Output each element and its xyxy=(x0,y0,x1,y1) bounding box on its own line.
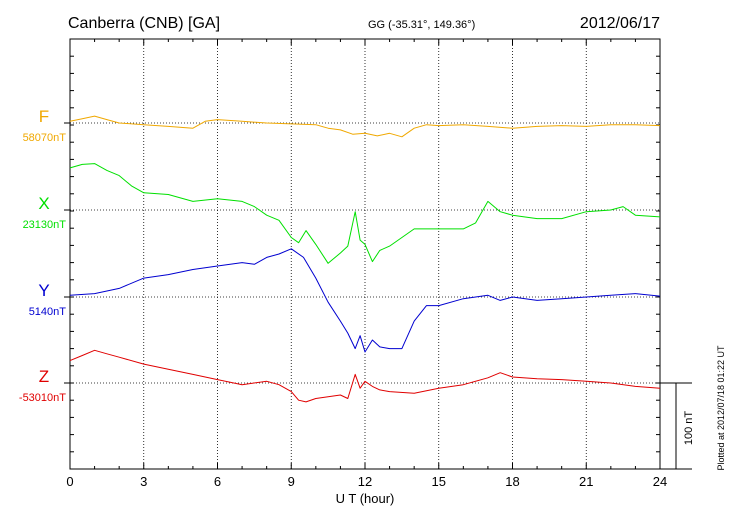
x-tick-label: 15 xyxy=(432,474,446,489)
x-tick-label: 6 xyxy=(214,474,221,489)
series-line-y xyxy=(69,248,661,353)
series-baseline-y: 5140nT xyxy=(29,306,67,318)
series-name-y: Y xyxy=(38,281,49,300)
x-axis-label: U T (hour) xyxy=(336,491,395,506)
frame-ticks xyxy=(64,39,661,469)
coords-label: GG (-35.31°, 149.36°) xyxy=(368,19,475,31)
series-labels: F 58070nT X 23130nT Y 5140nT Z -53010nT xyxy=(19,107,66,404)
x-tick-label: 18 xyxy=(505,474,519,489)
series-name-z: Z xyxy=(39,367,49,386)
series-baseline-x: 23130nT xyxy=(23,219,67,231)
grid-layer xyxy=(70,39,660,469)
x-tick-label: 3 xyxy=(140,474,147,489)
series-name-f: F xyxy=(39,107,49,126)
station-title: Canberra (CNB) [GA] xyxy=(68,15,220,32)
series-baseline-z: -53010nT xyxy=(19,392,66,404)
x-tick-label: 0 xyxy=(66,474,73,489)
x-tick-label: 12 xyxy=(358,474,372,489)
date-label: 2012/06/17 xyxy=(580,15,660,32)
series-line-x xyxy=(69,163,661,264)
x-tick-label: 9 xyxy=(288,474,295,489)
series-baseline-f: 58070nT xyxy=(23,132,67,144)
scale-bar: 100 nT xyxy=(660,382,695,470)
series-line-f xyxy=(69,115,661,138)
series-name-x: X xyxy=(38,194,49,213)
x-tick-label: 21 xyxy=(579,474,593,489)
x-tick-labels: 0 3 6 9 12 15 18 21 24 xyxy=(66,474,667,489)
plotted-note: Plotted at 2012/07/18 01:22 UT xyxy=(716,345,726,471)
scale-bar-label: 100 nT xyxy=(683,411,695,446)
series-traces xyxy=(69,115,661,403)
x-tick-label: 24 xyxy=(653,474,667,489)
series-line-z xyxy=(69,349,661,403)
plot-frame xyxy=(69,38,661,470)
